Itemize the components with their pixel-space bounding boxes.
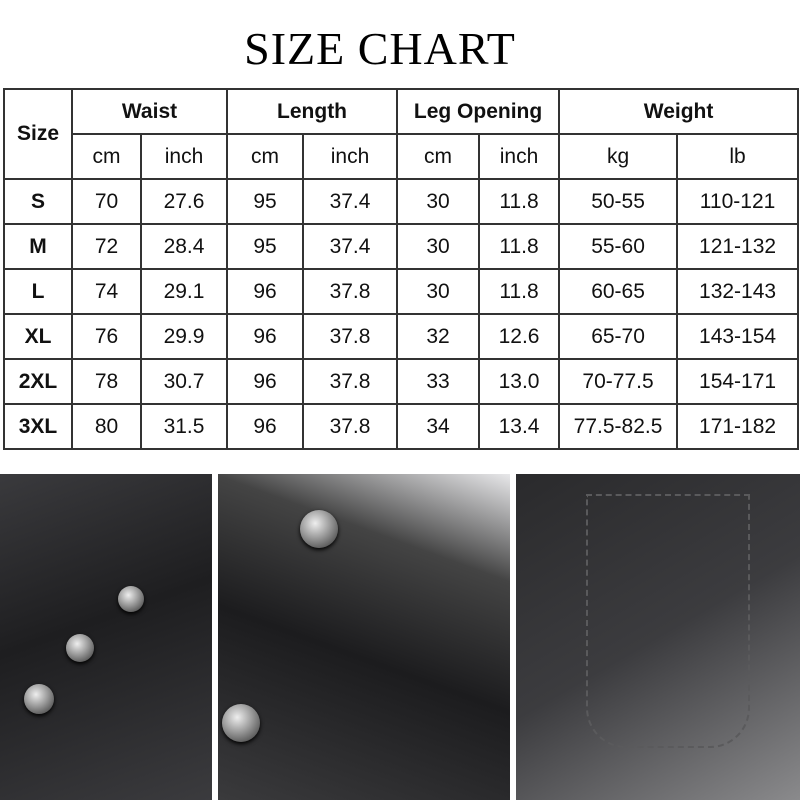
- snap-button-icon: [66, 634, 94, 662]
- table-cell: 95: [226, 178, 305, 225]
- table-cell: 72: [71, 223, 142, 270]
- table-row: S 70 27.6 95 37.4 30 11.8 50-55 110-121: [3, 178, 800, 225]
- unit-header: inch: [139, 133, 229, 180]
- group-header-waist: Waist: [70, 88, 229, 135]
- table-cell: 55-60: [558, 223, 679, 270]
- table-cell: 29.1: [139, 268, 229, 315]
- unit-header: cm: [396, 133, 481, 180]
- table-cell: 50-55: [558, 178, 679, 225]
- unit-header: cm: [71, 133, 142, 180]
- table-cell: 30: [396, 223, 481, 270]
- table-cell: 37.4: [302, 223, 399, 270]
- table-row: L 74 29.1 96 37.8 30 11.8 60-65 132-143: [3, 268, 800, 315]
- table-cell: 37.8: [302, 313, 399, 360]
- table-cell: 33: [396, 358, 481, 405]
- table-row: XL 76 29.9 96 37.8 32 12.6 65-70 143-154: [3, 313, 800, 360]
- table-cell: 96: [226, 268, 305, 315]
- photo-side-buttons: [0, 474, 212, 800]
- table-cell: 11.8: [478, 178, 561, 225]
- table-cell: 74: [71, 268, 142, 315]
- table-cell: 12.6: [478, 313, 561, 360]
- photo-waistband: [218, 474, 510, 800]
- table-cell: 32: [396, 313, 481, 360]
- snap-button-icon: [118, 586, 144, 612]
- unit-header: lb: [676, 133, 800, 180]
- table-cell: 37.8: [302, 358, 399, 405]
- table-row: M 72 28.4 95 37.4 30 11.8 55-60 121-132: [3, 223, 800, 270]
- size-label: 2XL: [3, 358, 73, 405]
- photo-back-pocket: [516, 474, 800, 800]
- snap-button-icon: [222, 704, 260, 742]
- table-cell: 76: [71, 313, 142, 360]
- table-cell: 171-182: [676, 403, 800, 450]
- size-chart-table: Size Waist Length Leg Opening Weight cm …: [3, 88, 800, 450]
- group-header-weight: Weight: [558, 88, 800, 135]
- table-cell: 30: [396, 178, 481, 225]
- table-cell: 78: [71, 358, 142, 405]
- table-cell: 37.8: [302, 403, 399, 450]
- page-title: SIZE CHART: [244, 23, 516, 74]
- table-cell: 70-77.5: [558, 358, 679, 405]
- table-cell: 60-65: [558, 268, 679, 315]
- table-cell: 96: [226, 358, 305, 405]
- table-cell: 121-132: [676, 223, 800, 270]
- table-cell: 30: [396, 268, 481, 315]
- table-cell: 27.6: [139, 178, 229, 225]
- table-cell: 77.5-82.5: [558, 403, 679, 450]
- size-label: L: [3, 268, 73, 315]
- table-cell: 29.9: [139, 313, 229, 360]
- table-cell: 143-154: [676, 313, 800, 360]
- table-cell: 154-171: [676, 358, 800, 405]
- table-row: 2XL 78 30.7 96 37.8 33 13.0 70-77.5 154-171: [3, 358, 800, 405]
- snap-button-icon: [300, 510, 338, 548]
- unit-header: inch: [302, 133, 399, 180]
- size-label: M: [3, 223, 73, 270]
- table-cell: 95: [226, 223, 305, 270]
- group-header-leg-opening: Leg Opening: [396, 88, 561, 135]
- size-label: XL: [3, 313, 73, 360]
- table-cell: 13.4: [478, 403, 561, 450]
- size-header: Size: [3, 88, 73, 180]
- table-cell: 30.7: [139, 358, 229, 405]
- size-label: 3XL: [3, 403, 73, 450]
- snap-button-icon: [24, 684, 54, 714]
- table-cell: 80: [71, 403, 142, 450]
- table-cell: 11.8: [478, 268, 561, 315]
- unit-header: kg: [558, 133, 679, 180]
- table-cell: 110-121: [676, 178, 800, 225]
- size-label: S: [3, 178, 73, 225]
- table-cell: 31.5: [139, 403, 229, 450]
- table-cell: 28.4: [139, 223, 229, 270]
- header-row: Size Waist Length Leg Opening Weight: [3, 88, 800, 180]
- table-cell: 65-70: [558, 313, 679, 360]
- unit-header: cm: [226, 133, 305, 180]
- unit-row: cm inch cm inch cm inch kg lb: [4, 133, 800, 180]
- unit-header: inch: [478, 133, 561, 180]
- table-cell: 34: [396, 403, 481, 450]
- table-cell: 132-143: [676, 268, 800, 315]
- table-cell: 11.8: [478, 223, 561, 270]
- table-cell: 70: [71, 178, 142, 225]
- pocket-outline: [586, 494, 750, 748]
- table-cell: 37.8: [302, 268, 399, 315]
- table-cell: 96: [226, 313, 305, 360]
- group-header-length: Length: [226, 88, 399, 135]
- table-row: 3XL 80 31.5 96 37.8 34 13.4 77.5-82.5 171-182: [3, 403, 800, 450]
- table-cell: 37.4: [302, 178, 399, 225]
- table-cell: 13.0: [478, 358, 561, 405]
- table-cell: 96: [226, 403, 305, 450]
